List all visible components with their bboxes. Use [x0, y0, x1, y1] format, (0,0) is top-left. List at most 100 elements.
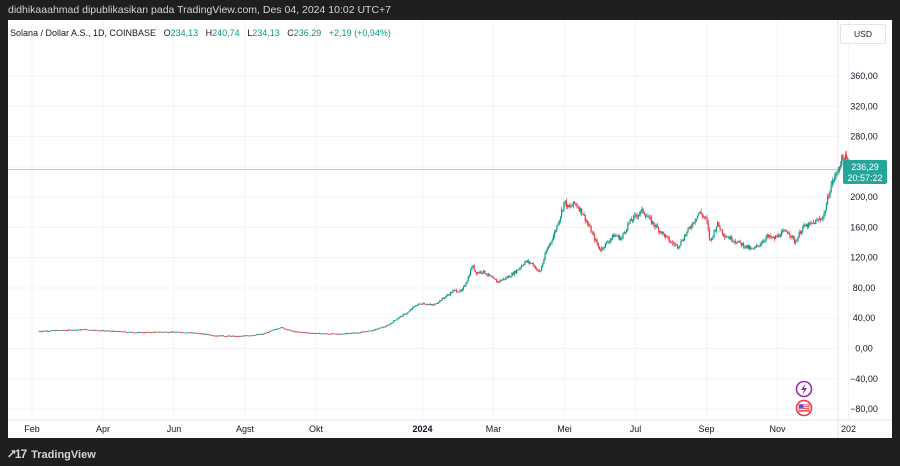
candle-body [491, 276, 493, 278]
candle-body [642, 208, 644, 213]
candle-body [497, 281, 499, 283]
candle-body [668, 237, 670, 242]
candle-body [332, 333, 335, 335]
candle-body [300, 332, 303, 333]
candle-body [287, 329, 290, 331]
candle-body [536, 268, 538, 270]
candle-body [719, 226, 721, 230]
candle-body [498, 281, 500, 283]
candle-body [701, 214, 703, 217]
chart-panel[interactable] [8, 20, 892, 438]
candle-body [666, 235, 668, 237]
candle-body [730, 236, 732, 240]
lightning-icon[interactable] [795, 380, 813, 398]
candle-body [42, 331, 44, 332]
candle-body [819, 218, 822, 220]
candle-body [592, 232, 595, 235]
candle-body [478, 272, 480, 274]
candle-body [416, 304, 418, 306]
candle-body [355, 332, 357, 334]
candle-body [185, 332, 187, 334]
candle-body [49, 330, 51, 332]
candle-body [838, 167, 841, 172]
candle-body [105, 330, 108, 332]
candle-body [237, 335, 239, 337]
candle-body [209, 334, 212, 336]
candle-body [382, 326, 384, 328]
us-flag-icon[interactable] [795, 399, 813, 417]
candle-body [486, 274, 488, 276]
candle-body [129, 331, 131, 333]
candle-body [163, 331, 166, 333]
candle-body [447, 294, 449, 296]
candle-body [59, 330, 61, 332]
candle-body [73, 329, 76, 331]
candle-body [683, 235, 686, 240]
x-tick-label: 2024 [412, 424, 432, 434]
candle-body [291, 330, 293, 332]
candle-body [250, 335, 252, 337]
candle-body [449, 292, 452, 295]
candle-body [682, 239, 684, 242]
candle-body [427, 304, 429, 306]
candle-body [783, 230, 785, 232]
candle-body [713, 230, 715, 237]
candle-body [337, 333, 339, 335]
candle-body [144, 332, 147, 333]
candle-body [440, 300, 442, 302]
candle-body [624, 231, 627, 233]
candle-body [460, 290, 462, 292]
tradingview-logo[interactable]: ⭧17 TradingView [8, 447, 96, 462]
candle-body [441, 298, 443, 301]
candle-body [371, 330, 374, 332]
candle-body [589, 226, 591, 227]
low-label: L [247, 28, 253, 38]
candle-body [367, 330, 369, 332]
candle-body [655, 225, 657, 227]
candle-body [58, 330, 60, 332]
currency-selector[interactable]: USD [840, 24, 886, 44]
candle-body [459, 290, 461, 292]
candle-body [699, 211, 701, 214]
candle-body [394, 320, 396, 321]
candle-body [704, 216, 706, 218]
candle-body [78, 329, 80, 331]
candle-body [192, 332, 194, 334]
candle-body [652, 221, 654, 224]
candle-body [661, 231, 663, 234]
candle-body [495, 279, 498, 283]
y-tick-label: 320,00 [850, 101, 878, 111]
candle-body [604, 243, 606, 248]
candle-body [56, 330, 58, 331]
candle-body [601, 247, 603, 251]
candle-body [130, 331, 132, 333]
candle-body [146, 332, 148, 333]
y-tick-label: 0,00 [855, 344, 873, 354]
candle-body [584, 214, 586, 222]
publisher-bar: didhikaaahmad dipublikasikan pada Tradin… [0, 0, 900, 20]
candle-body [38, 331, 40, 332]
candle-body [474, 270, 476, 273]
x-tick-label: Apr [96, 424, 110, 434]
candle-body [621, 237, 623, 239]
candle-body [160, 331, 162, 333]
candle-body [818, 218, 820, 220]
candle-body [225, 336, 227, 338]
candle-body [206, 334, 208, 335]
candle-body [570, 206, 572, 207]
candle-body [765, 237, 767, 241]
candle-body [784, 230, 786, 232]
candle-body [521, 265, 524, 267]
high-value: 240,74 [212, 28, 240, 38]
candle-body [150, 332, 153, 333]
candle-body [692, 222, 694, 227]
candle-body [760, 243, 762, 245]
candle-body [403, 313, 405, 315]
candle-body [660, 231, 662, 234]
candle-body [605, 242, 608, 244]
candle-body [299, 332, 301, 333]
candle-body [378, 327, 381, 329]
candle-body [272, 329, 274, 331]
candle-body [70, 329, 72, 331]
